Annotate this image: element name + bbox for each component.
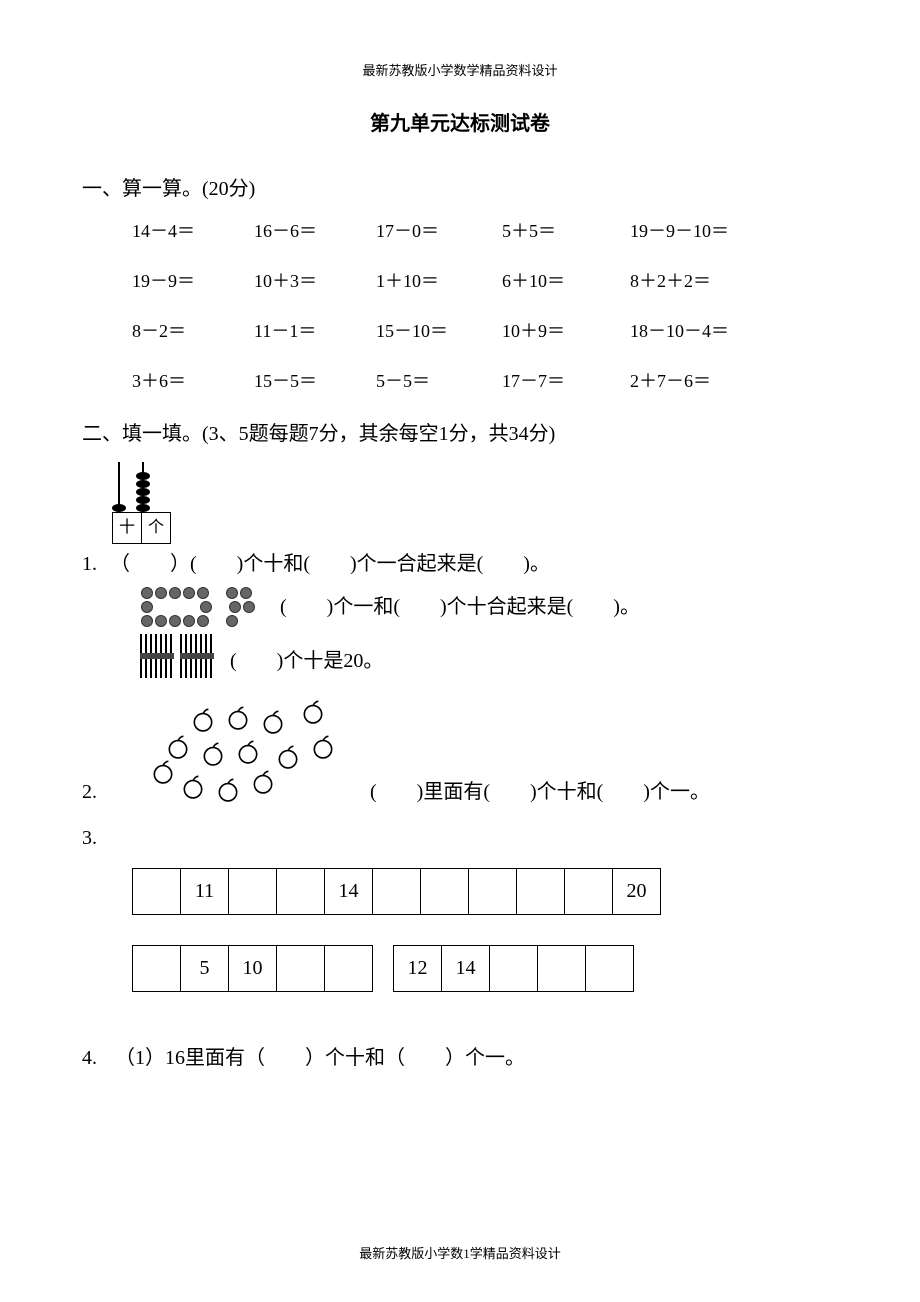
calc-cell: 5＋5＝	[502, 217, 630, 243]
calc-cell: 17－7＝	[502, 367, 630, 393]
seq-cell	[133, 945, 181, 991]
calc-cell: 8＋2＋2＝	[630, 267, 790, 293]
q1-text: （ ）( )个十和( )个一合起来是( )。	[110, 548, 550, 580]
calc-cell: 14－4＝	[132, 217, 254, 243]
q4-text: （1）16里面有（ ）个十和（ ）个一。	[115, 1047, 525, 1069]
seq-cell	[373, 868, 421, 914]
seq-cell	[565, 868, 613, 914]
seq-cell	[277, 868, 325, 914]
abacus-tens-label: 十	[113, 513, 142, 543]
q1b-text: ( )个一和( )个十合起来是( )。	[280, 591, 640, 623]
calc-cell: 10＋3＝	[254, 267, 376, 293]
calc-grid: 14－4＝ 16－6＝ 17－0＝ 5＋5＝ 19－9－10＝ 19－9＝ 10…	[82, 217, 838, 393]
calc-cell: 15－10＝	[376, 317, 502, 343]
calc-cell: 16－6＝	[254, 217, 376, 243]
calc-cell: 6＋10＝	[502, 267, 630, 293]
calc-cell: 11－1＝	[254, 317, 376, 343]
calc-row: 3＋6＝ 15－5＝ 5－5＝ 17－7＝ 2＋7－6＝	[132, 367, 838, 393]
calc-cell: 18－10－4＝	[630, 317, 790, 343]
sequence-tables: 11 14 20 5 10	[132, 868, 838, 992]
question-number: 4.	[82, 1042, 110, 1074]
section-2-heading: 二、填一填。(3、5题每题7分，其余每空1分，共34分)	[82, 417, 838, 446]
seq-cell	[229, 868, 277, 914]
bundles-icon	[140, 634, 220, 688]
calc-row: 14－4＝ 16－6＝ 17－0＝ 5＋5＝ 19－9－10＝	[132, 217, 838, 243]
calc-cell: 2＋7－6＝	[630, 367, 790, 393]
abacus-ones-label: 个	[142, 513, 170, 543]
calc-cell: 10＋9＝	[502, 317, 630, 343]
seq-cell	[325, 945, 373, 991]
question-block: 十 个 1. （ ）( )个十和( )个一合起来是( )。	[82, 462, 838, 1074]
apples-icon	[140, 698, 360, 808]
question-number: 3.	[82, 822, 110, 854]
seq-cell	[538, 945, 586, 991]
seq-cell	[277, 945, 325, 991]
section-1-heading: 一、算一算。(20分)	[82, 172, 838, 201]
sequence-table: 5 10	[132, 945, 373, 992]
seq-cell	[517, 868, 565, 914]
question-number: 2.	[82, 776, 110, 808]
seq-cell: 10	[229, 945, 277, 991]
seq-cell: 14	[325, 868, 373, 914]
q2-text: ( )里面有( )个十和( )个一。	[370, 776, 710, 808]
calc-row: 19－9＝ 10＋3＝ 1＋10＝ 6＋10＝ 8＋2＋2＝	[132, 267, 838, 293]
page: 最新苏教版小学数学精品资料设计 第九单元达标测试卷 一、算一算。(20分) 14…	[0, 0, 920, 1302]
page-footer: 最新苏教版小学数1学精品资料设计	[0, 1243, 920, 1262]
seq-cell	[586, 945, 634, 991]
question-number: 1.	[82, 548, 110, 580]
calc-row: 8－2＝ 11－1＝ 15－10＝ 10＋9＝ 18－10－4＝	[132, 317, 838, 343]
seq-cell	[133, 868, 181, 914]
seq-cell: 5	[181, 945, 229, 991]
flowers-icon	[140, 586, 256, 628]
question-4: 4. （1）16里面有（ ）个十和（ ）个一。	[82, 1042, 838, 1074]
seq-cell: 20	[613, 868, 661, 914]
calc-cell: 5－5＝	[376, 367, 502, 393]
seq-cell: 11	[181, 868, 229, 914]
sequence-table: 12 14	[393, 945, 634, 992]
calc-cell: 19－9－10＝	[630, 217, 790, 243]
page-header: 最新苏教版小学数学精品资料设计	[82, 60, 838, 79]
calc-cell: 15－5＝	[254, 367, 376, 393]
seq-cell: 12	[394, 945, 442, 991]
calc-cell: 1＋10＝	[376, 267, 502, 293]
seq-cell	[469, 868, 517, 914]
abacus-figure: 十 个	[112, 462, 838, 544]
calc-cell: 3＋6＝	[132, 367, 254, 393]
sequence-table: 11 14 20	[132, 868, 661, 915]
page-title: 第九单元达标测试卷	[82, 107, 838, 136]
calc-cell: 19－9＝	[132, 267, 254, 293]
calc-cell: 17－0＝	[376, 217, 502, 243]
seq-cell: 14	[442, 945, 490, 991]
seq-cell	[421, 868, 469, 914]
q1c-text: ( )个十是20。	[230, 645, 383, 677]
calc-cell: 8－2＝	[132, 317, 254, 343]
seq-cell	[490, 945, 538, 991]
